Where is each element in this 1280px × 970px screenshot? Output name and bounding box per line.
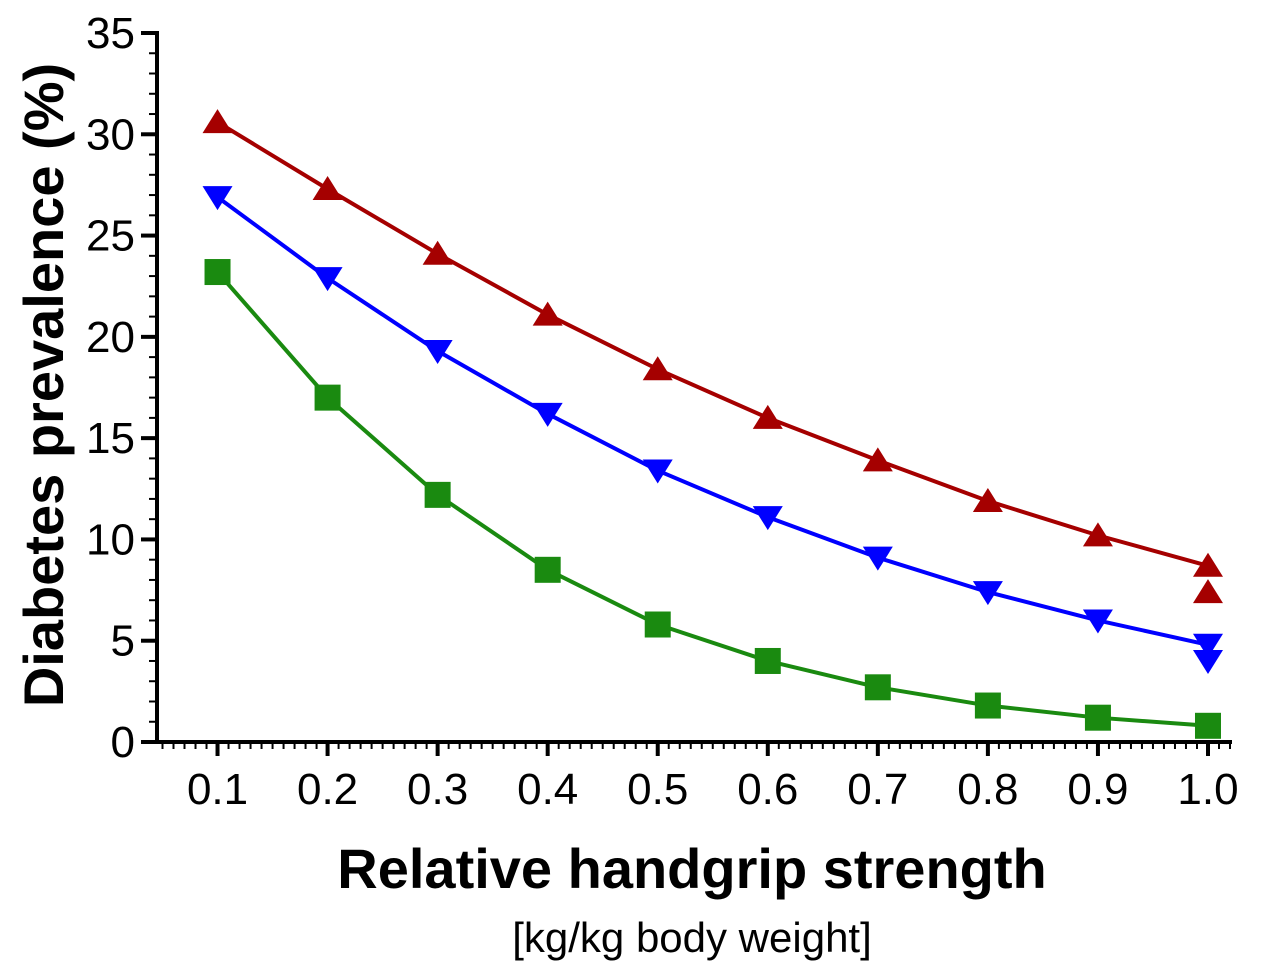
series-triangle-down [202, 186, 1223, 674]
x-tick-label: 0.2 [297, 765, 358, 814]
x-axis-sublabel: [kg/kg body weight] [512, 914, 872, 961]
series-layer [202, 109, 1223, 739]
axes [155, 31, 1232, 744]
y-tick-label: 10 [86, 515, 135, 564]
square-marker [534, 556, 561, 583]
square-marker [864, 674, 891, 701]
y-tick-label: 25 [86, 212, 135, 261]
triangle-up-marker [752, 404, 783, 429]
y-tick-label: 35 [86, 9, 135, 58]
triangle-up-marker [1192, 552, 1223, 577]
square-marker [974, 692, 1001, 719]
x-tick-label: 0.9 [1067, 765, 1128, 814]
y-axis-ticks: 0 5 10 15 20 25 30 35 [86, 9, 157, 767]
square-marker [204, 259, 231, 286]
triangle-down-marker [1192, 649, 1223, 674]
x-tick-label: 1.0 [1177, 765, 1238, 814]
triangle-down-marker [202, 186, 233, 211]
y-tick-label: 5 [111, 617, 135, 666]
triangle-down-marker [642, 459, 673, 484]
triangle-down-marker [862, 546, 893, 571]
square-marker [644, 611, 671, 638]
x-tick-label: 0.1 [187, 765, 248, 814]
series-line [216, 270, 1209, 728]
x-tick-label: 0.6 [737, 765, 798, 814]
triangle-up-marker [972, 487, 1003, 512]
series-line [216, 195, 1209, 647]
square-marker [424, 481, 451, 508]
square-marker [1084, 704, 1111, 731]
x-tick-label: 0.3 [407, 765, 468, 814]
triangle-down-marker [312, 267, 343, 292]
x-axis-ticks: 0.1 0.2 0.3 0.4 0.5 0.6 0.7 0.8 0.9 1.0 [161, 742, 1239, 814]
series-square [204, 259, 1221, 739]
y-tick-label: 15 [86, 414, 135, 463]
triangle-up-marker [532, 301, 563, 326]
square-marker [754, 647, 781, 674]
square-marker [1194, 712, 1221, 739]
triangle-up-marker [1192, 579, 1223, 604]
triangle-down-marker [752, 506, 783, 531]
y-axis-label: Diabetes prevalence (%) [12, 63, 75, 707]
series-triangle-up [202, 109, 1223, 604]
triangle-down-marker [972, 581, 1003, 606]
triangle-down-marker [532, 402, 563, 427]
y-tick-label: 0 [111, 718, 135, 767]
y-tick-label: 20 [86, 313, 135, 362]
x-tick-label: 0.4 [517, 765, 578, 814]
x-axis-label: Relative handgrip strength [337, 837, 1046, 900]
triangle-up-marker [642, 356, 673, 381]
series-line [216, 120, 1209, 568]
square-marker [314, 384, 341, 411]
x-tick-label: 0.7 [847, 765, 908, 814]
triangle-down-marker [1082, 609, 1113, 634]
triangle-up-marker [1082, 522, 1113, 547]
x-tick-label: 0.8 [957, 765, 1018, 814]
triangle-up-marker [312, 175, 343, 200]
x-tick-label: 0.5 [627, 765, 688, 814]
triangle-up-marker [862, 447, 893, 472]
triangle-down-marker [422, 340, 453, 365]
triangle-up-marker [422, 240, 453, 265]
y-tick-label: 30 [86, 110, 135, 159]
triangle-down-marker [1192, 633, 1223, 658]
triangle-up-marker [202, 109, 233, 134]
